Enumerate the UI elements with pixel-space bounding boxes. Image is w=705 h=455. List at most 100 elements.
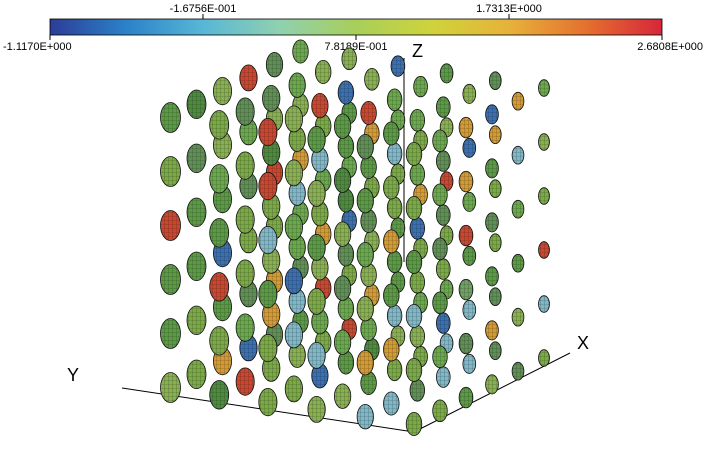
point-marker-mesh: [209, 380, 229, 410]
point-marker-mesh: [315, 60, 332, 84]
point-marker-mesh: [387, 304, 402, 327]
point-marker-mesh: [334, 113, 351, 139]
point-marker-mesh: [311, 147, 329, 172]
point-marker-mesh: [341, 47, 357, 70]
point-marker-mesh: [160, 264, 181, 295]
point-marker-mesh: [406, 304, 422, 328]
point-marker-mesh: [307, 234, 326, 261]
point-marker-mesh: [538, 241, 550, 259]
point-marker-mesh: [334, 221, 351, 247]
point-marker-mesh: [338, 242, 354, 267]
point-marker-mesh: [160, 318, 181, 349]
point-marker-mesh: [406, 142, 422, 166]
point-marker-mesh: [236, 313, 255, 342]
point-marker-mesh: [285, 375, 303, 402]
point-marker-mesh: [489, 125, 502, 144]
point-marker-mesh: [360, 263, 377, 287]
point-marker-mesh: [334, 329, 351, 355]
point-marker-mesh: [459, 225, 473, 246]
point-marker-mesh: [160, 156, 181, 187]
colorbar-bottom-label: 7.8189E-001: [325, 41, 388, 53]
point-marker-mesh: [406, 412, 422, 436]
point-marker-mesh: [334, 167, 351, 193]
point-marker-mesh: [413, 76, 428, 97]
point-marker-mesh: [289, 342, 306, 368]
point-marker-mesh: [307, 342, 326, 369]
point-marker-mesh: [266, 52, 283, 77]
point-marker-mesh: [236, 259, 255, 288]
point-marker-mesh: [489, 179, 502, 198]
point-marker-mesh: [187, 90, 206, 119]
point-marker-mesh: [338, 350, 354, 375]
point-marker-mesh: [410, 217, 425, 240]
point-marker-mesh: [436, 204, 451, 226]
point-marker-mesh: [383, 283, 400, 308]
point-marker-mesh: [387, 358, 402, 381]
point-marker-mesh: [360, 371, 377, 395]
point-marker-mesh: [383, 121, 400, 146]
point-marker-mesh: [512, 308, 524, 327]
point-marker-mesh: [307, 396, 326, 423]
point-marker-mesh: [512, 200, 524, 219]
point-marker-mesh: [258, 226, 277, 254]
point-marker-mesh: [289, 72, 306, 98]
point-marker-mesh: [209, 218, 229, 248]
point-marker-mesh: [311, 255, 329, 280]
point-marker-mesh: [489, 233, 502, 252]
point-marker-mesh: [538, 349, 550, 367]
point-marker-mesh: [239, 64, 258, 91]
point-marker-mesh: [357, 134, 374, 159]
point-marker-mesh: [307, 180, 326, 207]
point-marker-mesh: [285, 105, 303, 132]
z-axis-label: Z: [412, 41, 423, 61]
point-marker-mesh: [432, 237, 448, 260]
point-marker-mesh: [538, 187, 550, 205]
point-marker-mesh: [512, 254, 524, 273]
point-marker-mesh: [387, 142, 402, 165]
point-marker-mesh: [338, 80, 354, 105]
point-marker-mesh: [410, 325, 425, 348]
point-marker-mesh: [258, 334, 277, 362]
point-marker-mesh: [512, 92, 524, 111]
point-marker-mesh: [236, 205, 255, 234]
colorbar: -1.6756E-001 1.7313E+000 -1.1170E+000 7.…: [3, 3, 703, 53]
point-marker-mesh: [187, 360, 206, 389]
point-marker-mesh: [485, 104, 499, 124]
point-marker-mesh: [512, 146, 524, 165]
point-marker-mesh: [360, 209, 377, 233]
point-marker-mesh: [289, 234, 306, 260]
point-marker-mesh: [462, 192, 476, 212]
point-marker-mesh: [436, 312, 451, 334]
point-marker-mesh: [459, 117, 473, 138]
point-marker-mesh: [311, 309, 329, 335]
colorbar-top-label: -1.6756E-001: [170, 3, 237, 15]
point-marker-mesh: [357, 188, 374, 213]
point-marker-mesh: [387, 196, 402, 219]
point-marker-mesh: [436, 96, 451, 118]
point-marker-mesh: [334, 275, 351, 301]
point-marker-mesh: [489, 71, 502, 90]
colorbar-top-label: 1.7313E+000: [476, 3, 542, 15]
point-marker-mesh: [258, 388, 277, 416]
point-marker-mesh: [160, 210, 181, 241]
x-axis-label: X: [577, 333, 589, 353]
point-marker-mesh: [338, 134, 354, 159]
point-marker-mesh: [387, 88, 402, 111]
point-marker-mesh: [462, 300, 476, 320]
point-marker-mesh: [489, 287, 502, 306]
point-marker-mesh: [209, 164, 229, 194]
point-marker-mesh: [213, 77, 232, 105]
point-marker-mesh: [360, 155, 377, 179]
point-marker-mesh: [538, 79, 550, 97]
point-marker-mesh: [436, 258, 451, 280]
point-marker-mesh: [289, 288, 306, 314]
point-marker-mesh: [406, 358, 422, 382]
point-marker-mesh: [383, 175, 400, 200]
point-marker-mesh: [258, 280, 277, 308]
point-marker-mesh: [383, 337, 400, 362]
point-marker-mesh: [383, 391, 400, 416]
point-marker-mesh: [462, 246, 476, 266]
point-marker-mesh: [459, 387, 473, 408]
point-marker-mesh: [462, 84, 476, 104]
